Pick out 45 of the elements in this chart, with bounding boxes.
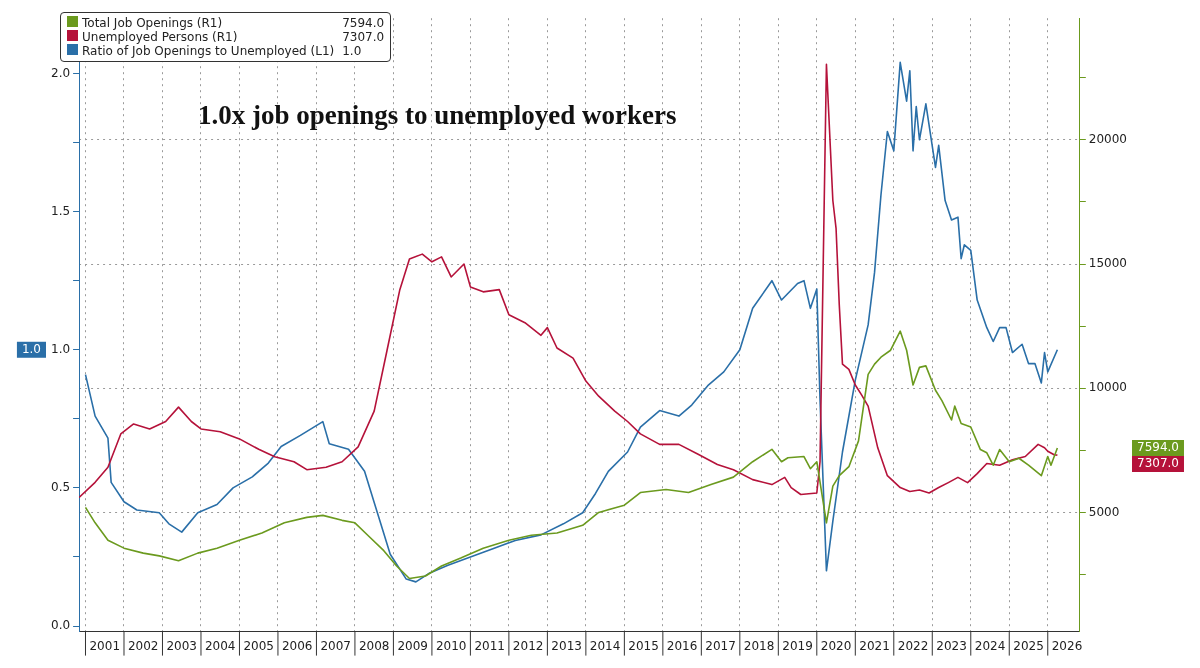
x-tick-label: 2019 (782, 638, 813, 653)
y2-tick-label: 5000 (1088, 504, 1120, 519)
legend-label: Unemployed Persons (R1) (82, 30, 239, 44)
x-tick-label: 2004 (204, 638, 236, 653)
x-tick-label: 2001 (89, 638, 121, 653)
x-tick-label: 2025 (1013, 638, 1044, 653)
x-tick-label: 2024 (974, 638, 1006, 653)
y2-tick-label: 10000 (1088, 380, 1128, 395)
annotation: 7307.0 (342, 30, 385, 44)
y-tick-label: 0.0 (50, 618, 71, 633)
x-tick-label: 2026 (1051, 638, 1083, 653)
x-tick-label: 2003 (166, 638, 197, 653)
x-tick-label: 2011 (474, 638, 505, 653)
x-tick-label: 2013 (551, 638, 582, 653)
y-tick-label: 1.5 (50, 203, 71, 218)
text: 1.0 (21, 341, 42, 356)
x-tick-label: 2009 (397, 638, 428, 653)
text: 1.0x job openings to unemployed workers (198, 100, 677, 131)
text: 7594.0 (1137, 440, 1179, 455)
x-tick-label: 2002 (127, 638, 159, 653)
y-tick-label: 1.0 (50, 341, 71, 356)
y-tick-label: 2.0 (50, 65, 71, 80)
y2-tick-label: 15000 (1088, 256, 1128, 271)
x-tick-label: 2005 (243, 638, 274, 653)
x-tick-label: 2012 (512, 638, 544, 653)
x-tick-label: 2021 (859, 638, 890, 653)
x-tick-label: 2010 (435, 638, 467, 653)
x-tick-label: 2017 (705, 638, 736, 653)
x-tick-label: 2014 (589, 638, 621, 653)
x-tick-label: 2008 (358, 638, 390, 653)
x-tick-label: 2007 (320, 638, 351, 653)
y-tick-label: 0.5 (50, 480, 71, 495)
text: 7307.0 (1137, 456, 1179, 471)
x-tick-label: 2016 (666, 638, 698, 653)
legend-label: Total Job Openings (R1) (82, 16, 224, 30)
x-tick-label: 2023 (936, 638, 967, 653)
annotation: 1.0 (342, 44, 363, 58)
legend-label: Ratio of Job Openings to Unemployed (L1) (82, 44, 336, 58)
x-tick-label: 2015 (628, 638, 659, 653)
annotation: 7594.0 (342, 16, 385, 30)
x-tick-label: 2020 (820, 638, 852, 653)
y2-tick-label: 20000 (1088, 132, 1128, 147)
x-tick-label: 2006 (281, 638, 313, 653)
x-tick-label: 2022 (897, 638, 929, 653)
x-tick-label: 2018 (743, 638, 775, 653)
